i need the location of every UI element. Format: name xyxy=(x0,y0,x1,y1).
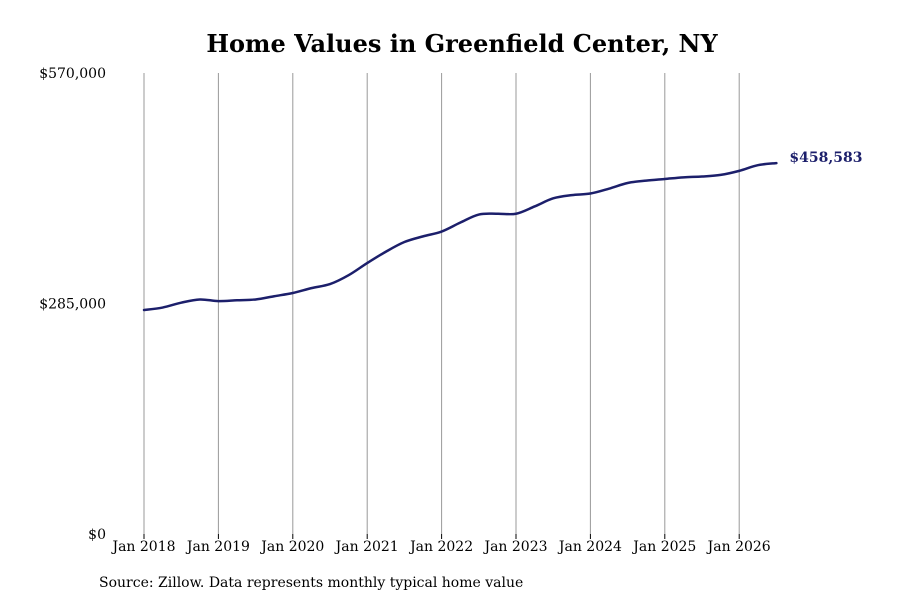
x-tick-label: Jan 2019 xyxy=(185,539,250,555)
x-tick-label: Jan 2021 xyxy=(334,539,399,555)
y-tick-label: $285,000 xyxy=(39,297,106,313)
y-tick-label: $0 xyxy=(88,527,106,543)
x-axis-ticks: Jan 2018 Jan 2019 Jan 2020 Jan 2021 Jan 2022… xyxy=(110,534,771,555)
gridlines xyxy=(143,73,740,534)
source-note: Source: Zillow. Data represents monthly … xyxy=(99,575,523,591)
x-tick-label: Jan 2023 xyxy=(482,539,547,555)
home-value-line xyxy=(142,161,778,312)
chart-title: Home Values in Greenfield Center, NY xyxy=(206,29,718,58)
end-value-label: $458,583 xyxy=(789,150,862,166)
y-axis-ticks: $0 $285,000 $570,000 xyxy=(39,66,106,543)
x-tick-label: Jan 2024 xyxy=(557,539,622,555)
x-tick-label: Jan 2018 xyxy=(110,539,175,555)
x-tick-label: Jan 2026 xyxy=(706,539,771,555)
x-tick-label: Jan 2020 xyxy=(259,539,324,555)
y-tick-label: $570,000 xyxy=(39,66,106,82)
x-tick-label: Jan 2022 xyxy=(408,539,473,555)
x-tick-label: Jan 2025 xyxy=(631,539,696,555)
